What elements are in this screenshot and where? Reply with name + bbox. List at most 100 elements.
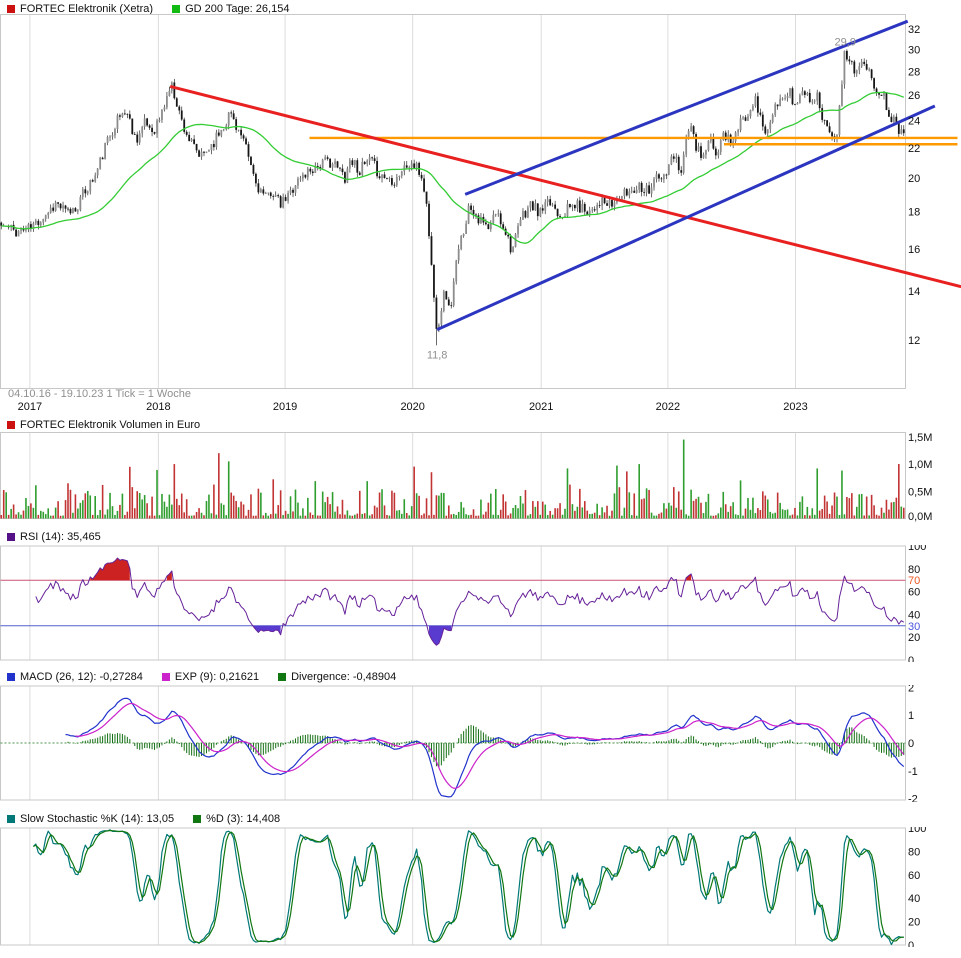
stochastic-k-line (32, 829, 904, 946)
svg-text:04.10.16 - 19.10.23 1 Tick =: 04.10.16 - 19.10.23 1 Tick = 1 Woche (8, 388, 191, 400)
macd-legend: MACD (26, 12): -0,27284 EXP (9): 0,21621… (7, 671, 410, 683)
svg-text:100: 100 (908, 827, 926, 835)
macd-divergence-swatch (278, 673, 287, 681)
svg-text:2023: 2023 (783, 401, 807, 413)
svg-text:-2: -2 (908, 794, 918, 802)
price-series-swatch (7, 5, 15, 13)
svg-text:80: 80 (908, 846, 920, 858)
svg-text:18: 18 (908, 206, 920, 218)
macd-line (65, 697, 905, 798)
macd-swatch (7, 673, 15, 681)
svg-text:32: 32 (908, 24, 920, 36)
svg-text:70: 70 (908, 575, 920, 587)
macd-signal-line (75, 702, 905, 789)
macd-chart: 2 1 0 -1 -2 (0, 685, 918, 802)
svg-text:24: 24 (908, 115, 920, 127)
stochastic-k-swatch (7, 815, 15, 823)
svg-text:-1: -1 (908, 766, 918, 778)
stochastic-d-line (33, 829, 904, 944)
svg-text:1,5M: 1,5M (908, 432, 932, 444)
volume-swatch (7, 421, 15, 429)
svg-text:30: 30 (908, 621, 920, 633)
svg-text:2021: 2021 (529, 401, 553, 413)
svg-text:40: 40 (908, 893, 920, 905)
svg-text:0: 0 (908, 655, 914, 662)
blue-channel-upper (464, 19, 909, 196)
svg-text:20: 20 (908, 917, 920, 929)
svg-text:0: 0 (908, 738, 914, 750)
svg-text:29,9: 29,9 (835, 37, 856, 49)
svg-text:60: 60 (908, 870, 920, 882)
rsi-line (35, 557, 905, 646)
svg-text:12: 12 (908, 335, 920, 347)
svg-text:20: 20 (908, 173, 920, 185)
svg-text:1,0M: 1,0M (908, 459, 932, 471)
svg-text:2019: 2019 (273, 401, 297, 413)
svg-text:1: 1 (908, 710, 914, 722)
year-gridlines (29, 14, 796, 389)
stochastic-d-swatch (193, 815, 202, 823)
gd200-label: GD 200 Tage: 26,154 (185, 3, 290, 15)
svg-text:16: 16 (908, 244, 920, 256)
svg-text:40: 40 (908, 609, 920, 621)
svg-text:2017: 2017 (18, 401, 42, 413)
macd-label: MACD (26, 12): -0,27284 (20, 671, 143, 683)
price-legend: FORTEC Elektronik (Xetra) GD 200 Tage: 2… (7, 3, 303, 15)
svg-text:0,5M: 0,5M (908, 486, 932, 498)
candlesticks (0, 49, 905, 346)
blue-channel-lower (436, 104, 936, 332)
gd200-line (1, 91, 904, 244)
volume-y-axis-labels: 0,0M 0,5M 1,0M 1,5M (908, 432, 932, 522)
svg-text:2020: 2020 (400, 401, 424, 413)
svg-text:26: 26 (908, 90, 920, 102)
volume-bars (0, 439, 905, 519)
svg-text:0: 0 (908, 940, 914, 947)
volume-chart: 0,0M 0,5M 1,0M 1,5M (0, 432, 932, 522)
red-downtrend-line (169, 84, 961, 289)
svg-text:2018: 2018 (146, 401, 170, 413)
svg-text:2022: 2022 (656, 401, 680, 413)
volume-label: FORTEC Elektronik Volumen in Euro (20, 419, 201, 431)
rsi-plot-border (0, 545, 906, 661)
gd200-swatch (172, 5, 181, 13)
price-series-label: FORTEC Elektronik (Xetra) (20, 3, 154, 15)
svg-text:80: 80 (908, 564, 920, 576)
year-gridlines (29, 546, 796, 660)
svg-text:60: 60 (908, 587, 920, 599)
macd-divergence-label: Divergence: -0,48904 (291, 671, 397, 683)
stochastic-legend: Slow Stochastic %K (14): 13,05 %D (3): 1… (7, 813, 294, 825)
svg-text:28: 28 (908, 66, 920, 78)
macd-y-axis-labels: 2 1 0 -1 -2 (908, 685, 918, 802)
price-y-axis-labels: 12 14 16 18 20 22 24 26 28 30 32 (908, 24, 920, 347)
rsi-swatch (7, 533, 15, 541)
price-plot-border (0, 14, 906, 389)
stochastic-plot-border (0, 827, 906, 946)
price-x-axis-labels: 04.10.16 - 19.10.23 1 Tick = 1 Woche2017… (8, 388, 808, 413)
svg-text:22: 22 (908, 143, 920, 155)
stochastic-k-label: Slow Stochastic %K (14): 13,05 (20, 813, 175, 825)
rsi-oversold-fill (253, 625, 452, 646)
rsi-legend: RSI (14): 35,465 (7, 531, 115, 543)
volume-legend: FORTEC Elektronik Volumen in Euro (7, 419, 214, 431)
svg-text:20: 20 (908, 632, 920, 644)
svg-text:30: 30 (908, 44, 920, 56)
stochastic-chart: 0 20 40 60 80 100 (0, 827, 926, 947)
stochastic-d-label: %D (3): 14,408 (206, 813, 281, 825)
svg-text:11,8: 11,8 (427, 349, 448, 361)
svg-text:0,0M: 0,0M (908, 511, 932, 522)
volume-plot-border (0, 432, 906, 519)
macd-exp-label: EXP (9): 0,21621 (174, 671, 260, 683)
rsi-label: RSI (14): 35,465 (20, 531, 101, 543)
macd-histogram (67, 725, 905, 768)
macd-exp-swatch (161, 673, 170, 681)
svg-text:100: 100 (908, 545, 926, 553)
rsi-overbought-fill (90, 558, 692, 581)
svg-text:2: 2 (908, 685, 914, 694)
year-gridlines (29, 432, 796, 519)
stochastic-y-axis-labels: 0 20 40 60 80 100 (908, 827, 926, 947)
price-annotations: 11,8 29,9 (427, 37, 856, 362)
